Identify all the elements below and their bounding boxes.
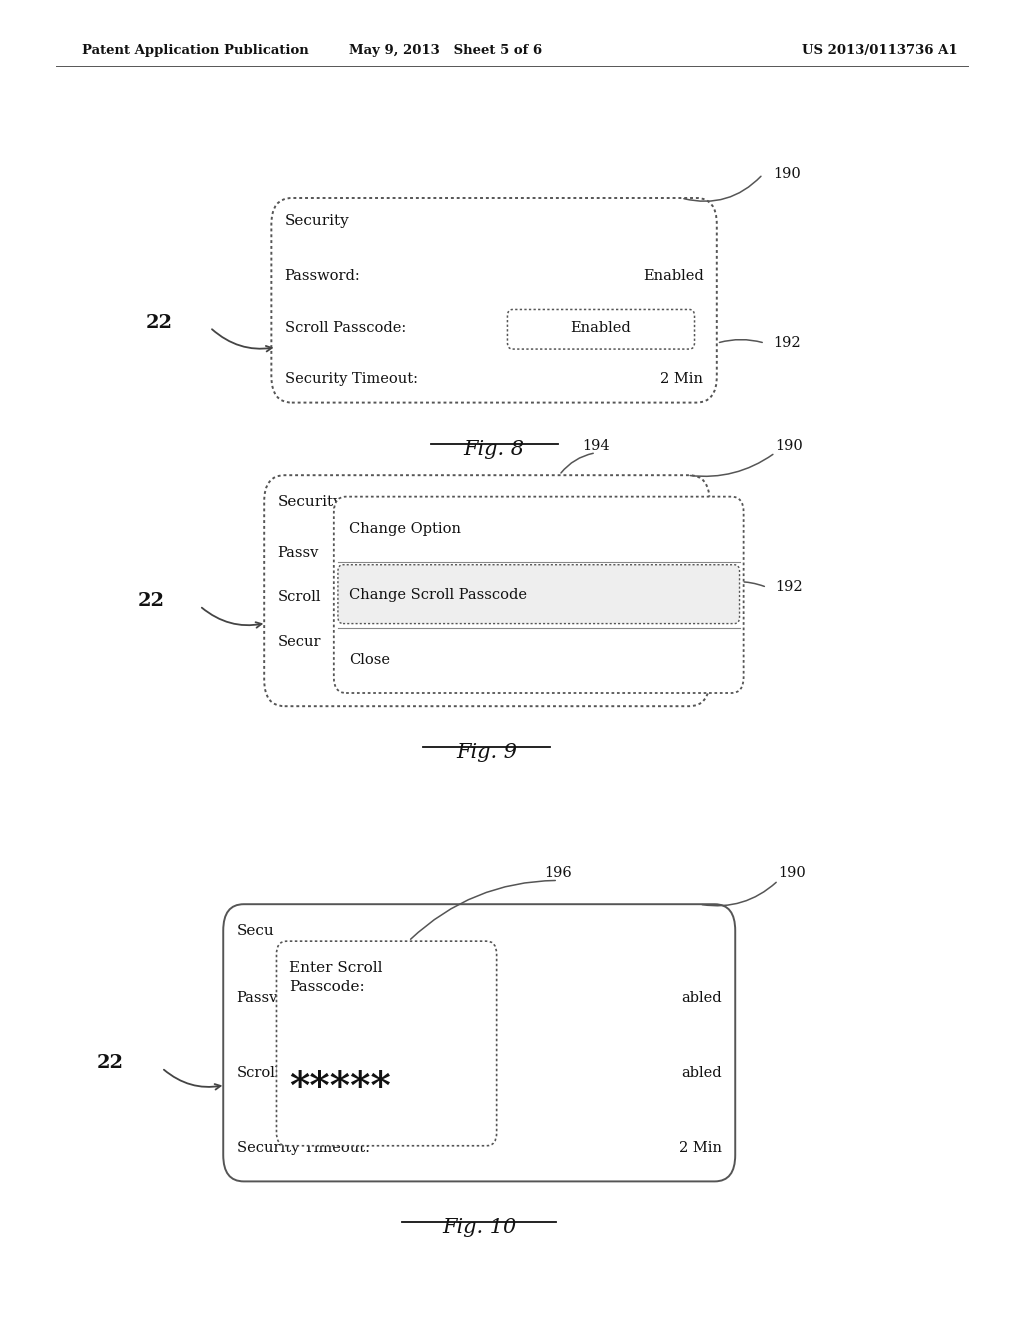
FancyBboxPatch shape — [276, 941, 497, 1146]
Text: Passv: Passv — [237, 991, 278, 1005]
Text: Security: Security — [278, 495, 342, 508]
Text: Scroll Passcode:: Scroll Passcode: — [285, 321, 406, 335]
Text: abled: abled — [681, 1067, 722, 1080]
Text: Close: Close — [349, 653, 390, 668]
Text: Fig. 9: Fig. 9 — [457, 743, 517, 762]
Text: Fig. 10: Fig. 10 — [442, 1218, 516, 1237]
Text: 2 Min: 2 Min — [660, 372, 703, 387]
Text: 194: 194 — [583, 438, 609, 453]
Text: 190: 190 — [775, 438, 803, 453]
Text: 2 Min: 2 Min — [679, 1140, 722, 1155]
FancyBboxPatch shape — [264, 475, 710, 706]
Text: 22: 22 — [97, 1053, 124, 1072]
FancyBboxPatch shape — [508, 309, 694, 348]
Text: Secu: Secu — [237, 924, 274, 937]
Text: Enabled: Enabled — [643, 269, 703, 284]
Text: 192: 192 — [775, 581, 803, 594]
Text: 190: 190 — [778, 866, 806, 880]
Text: 22: 22 — [138, 591, 165, 610]
Text: May 9, 2013   Sheet 5 of 6: May 9, 2013 Sheet 5 of 6 — [349, 44, 542, 57]
Text: Change Scroll Passcode: Change Scroll Passcode — [349, 587, 527, 602]
FancyBboxPatch shape — [271, 198, 717, 403]
Text: Security Timeout:: Security Timeout: — [237, 1140, 370, 1155]
Text: US 2013/0113736 A1: US 2013/0113736 A1 — [802, 44, 957, 57]
Text: Passv: Passv — [278, 545, 318, 560]
Text: Change Option: Change Option — [349, 523, 461, 536]
Text: Password:: Password: — [285, 269, 360, 284]
Text: abled: abled — [681, 991, 722, 1005]
Text: Security Timeout:: Security Timeout: — [285, 372, 418, 387]
Text: Patent Application Publication: Patent Application Publication — [82, 44, 308, 57]
FancyBboxPatch shape — [338, 565, 739, 623]
Text: 190: 190 — [773, 168, 801, 181]
Text: Secur: Secur — [278, 635, 321, 648]
Text: Scroll: Scroll — [278, 590, 321, 605]
Text: *****: ***** — [289, 1069, 390, 1107]
Text: Enter Scroll
Passcode:: Enter Scroll Passcode: — [289, 961, 382, 994]
Text: 22: 22 — [145, 314, 172, 333]
FancyBboxPatch shape — [223, 904, 735, 1181]
Text: Fig. 8: Fig. 8 — [464, 440, 524, 458]
Text: 192: 192 — [773, 337, 801, 350]
Text: 196: 196 — [544, 866, 572, 880]
FancyBboxPatch shape — [334, 496, 743, 693]
Text: Enabled: Enabled — [570, 321, 632, 335]
Text: Security: Security — [285, 214, 349, 227]
Text: Scroll: Scroll — [237, 1067, 280, 1080]
